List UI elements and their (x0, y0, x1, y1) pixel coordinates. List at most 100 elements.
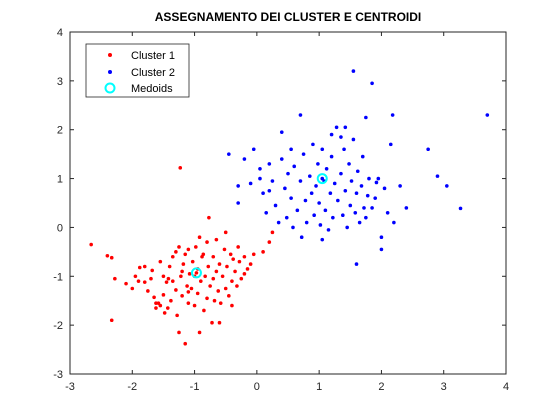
cluster-1-point (239, 276, 244, 281)
cluster-2-point (388, 142, 393, 147)
cluster-1-point (261, 250, 265, 254)
y-tick-label: 4 (57, 27, 63, 39)
legend-label-cluster-1: Cluster 1 (131, 50, 175, 62)
cluster-1-point (154, 301, 158, 305)
cluster-2-point (398, 184, 402, 188)
cluster-2-point (351, 69, 356, 73)
cluster-1-point (194, 245, 198, 249)
cluster-1-point (199, 279, 203, 283)
x-tick-label: 4 (503, 381, 509, 393)
cluster-1-point (225, 264, 229, 269)
cluster-2-point (273, 203, 278, 208)
legend-box (85, 43, 190, 98)
x-tick-label: 2 (378, 381, 384, 393)
cluster-1-point (133, 274, 138, 279)
cluster-1-point (192, 303, 197, 308)
cluster-2-point (435, 174, 440, 178)
cluster-1-point (207, 215, 211, 220)
cluster-2-point (295, 208, 300, 213)
cluster-2-point (303, 198, 308, 203)
cluster-2-point (301, 152, 306, 156)
cluster-1-point (179, 274, 183, 279)
legend-marker-cluster-1 (108, 53, 112, 57)
cluster-1-point (89, 242, 93, 247)
cluster-1-point (197, 235, 202, 239)
cluster-2-point (318, 223, 323, 227)
cluster-2-point (267, 162, 272, 166)
legend: Cluster 1 Cluster 2 Medoids (85, 43, 190, 98)
cluster-2-point (314, 184, 318, 188)
cluster-2-point (329, 132, 334, 137)
cluster-2-point (308, 174, 312, 178)
cluster-2-point (354, 262, 359, 266)
cluster-2-point (312, 213, 316, 218)
cluster-1-point (113, 276, 117, 281)
y-tick-label: 2 (57, 125, 63, 137)
cluster-1-point (223, 286, 228, 291)
cluster-1-point (216, 289, 221, 293)
cluster-1-point (251, 252, 256, 257)
cluster-1-point (142, 280, 147, 284)
cluster-1-point (222, 247, 227, 252)
cluster-2-point (345, 225, 349, 230)
cluster-2-point (258, 167, 262, 171)
cluster-2-point (362, 206, 366, 210)
x-tick-label: 1 (316, 381, 322, 393)
cluster-2-point (334, 125, 339, 130)
cluster-2-point (251, 147, 256, 152)
x-tick-label: -1 (190, 381, 200, 393)
cluster-1-point (170, 279, 175, 283)
cluster-1-point (245, 267, 250, 271)
cluster-2-point (379, 247, 384, 252)
cluster-2-point (354, 191, 359, 196)
cluster-1-point (183, 252, 188, 257)
x-tick-label: 0 (254, 381, 260, 393)
cluster-2-point (379, 235, 384, 239)
cluster-1-point (162, 311, 167, 315)
cluster-2-point (357, 220, 362, 225)
cluster-2-point (279, 157, 284, 161)
cluster-1-point (158, 259, 163, 264)
cluster-1-point (267, 240, 272, 244)
cluster-2-point (291, 225, 295, 230)
cluster-2-point (270, 179, 275, 183)
cluster-1-point (228, 252, 233, 257)
cluster-1-point (166, 276, 171, 281)
cluster-2-point (309, 191, 314, 196)
cluster-1-point (205, 240, 209, 244)
medoid-center-dot (194, 271, 199, 275)
cluster-1-point (205, 296, 209, 301)
cluster-1-point (233, 269, 237, 274)
cluster-1-point (218, 301, 223, 305)
cluster-2-point (242, 157, 247, 161)
cluster-2-point (343, 188, 348, 193)
cluster-1-point (231, 257, 235, 261)
cluster-1-point (156, 301, 161, 305)
cluster-1-point (142, 264, 147, 269)
cluster-2-point (276, 220, 281, 225)
cluster-1-point (206, 264, 211, 269)
cluster-1-point (170, 254, 175, 259)
y-tick-label: 3 (57, 76, 63, 88)
cluster-2-point (298, 113, 303, 117)
cluster-1-point (248, 262, 253, 266)
cluster-1-point (197, 330, 202, 335)
cluster-2-point (289, 147, 293, 152)
y-axis: -3 -2 -1 0 1 2 3 4 (53, 27, 506, 381)
cluster-2-point (370, 81, 374, 86)
cluster-2-point (392, 220, 396, 225)
cluster-1-point (223, 230, 228, 235)
cluster-1-point (230, 279, 234, 283)
medoid-marker (190, 267, 202, 279)
cluster-2-point (373, 196, 378, 200)
cluster-1-point (167, 264, 172, 269)
y-tick-label: -1 (53, 271, 63, 283)
cluster-1-point (178, 166, 183, 170)
cluster-2-point (329, 154, 334, 159)
y-tick-label: -3 (53, 369, 63, 381)
cluster-1-point (154, 306, 158, 310)
cluster-1-point (236, 245, 240, 249)
cluster-2-point (286, 171, 290, 176)
cluster-1-point (149, 276, 153, 281)
